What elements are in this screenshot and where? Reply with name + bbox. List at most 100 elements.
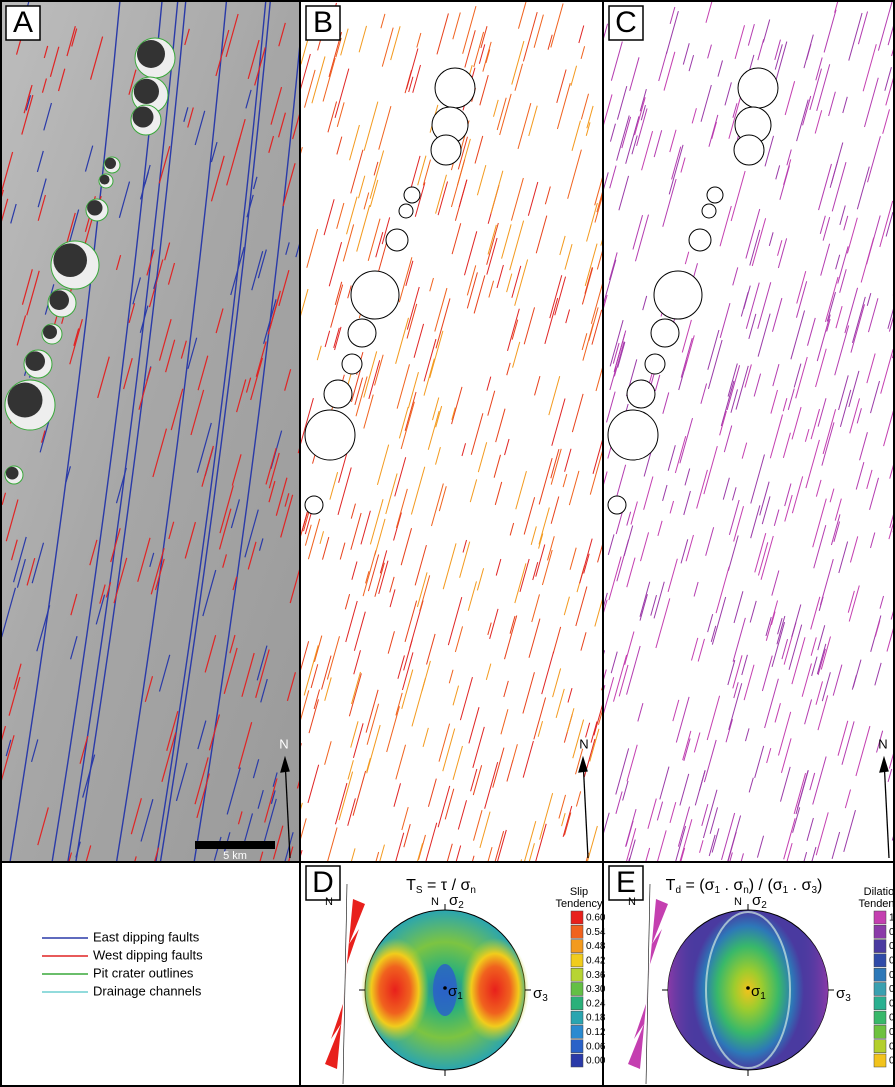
scale-label: 0.50: [889, 984, 895, 995]
crater-shadow: [8, 383, 43, 418]
fault-trace: [301, 151, 305, 165]
scale-bar-label: 5 km: [223, 850, 247, 862]
fault-trace: [411, 467, 424, 515]
fault-trace: [614, 330, 626, 372]
fault-trace: [720, 303, 730, 338]
fault-trace: [844, 216, 848, 230]
fault-trace: [811, 637, 816, 655]
fault-trace: [627, 646, 641, 695]
fault-trace: [510, 221, 524, 271]
fault-trace: [304, 296, 318, 346]
fault-trace: [545, 186, 550, 204]
fault-trace: [821, 244, 830, 276]
fault-trace: [486, 664, 491, 680]
crater-outline: [608, 410, 658, 460]
fault-trace: [407, 287, 419, 330]
fault-trace: [665, 363, 674, 394]
fault-trace: [631, 502, 637, 525]
fault-trace: [627, 558, 635, 588]
fault-trace: [379, 106, 391, 150]
fault-trace: [633, 215, 643, 249]
fault-trace: [396, 318, 409, 364]
fault-trace: [359, 26, 366, 52]
scale-swatch: [874, 997, 886, 1010]
sigma-index: 2: [761, 900, 767, 911]
formula-part: . σ: [720, 877, 743, 894]
fault-trace: [647, 643, 656, 674]
fault-trace: [488, 391, 495, 416]
fault-trace: [351, 672, 360, 704]
formula: TS = τ / σn: [406, 877, 476, 895]
fault-trace: [370, 499, 383, 544]
fault-trace: [504, 681, 509, 697]
crater-outline: [702, 204, 716, 218]
fault-trace: [353, 482, 363, 516]
fault-trace: [818, 625, 825, 650]
fault-trace: [813, 499, 827, 548]
scale-swatch: [571, 954, 583, 967]
fault-trace: [548, 35, 552, 50]
fault-trace: [708, 340, 722, 389]
crater-outline: [651, 319, 679, 347]
fault-trace: [839, 541, 848, 573]
fault-trace: [619, 176, 629, 210]
fault-trace: [581, 46, 585, 59]
fault-trace: [881, 349, 893, 393]
fault-trace: [478, 442, 486, 472]
fault-trace: [427, 634, 436, 665]
fault-trace: [686, 535, 693, 561]
fault-trace: [797, 271, 806, 303]
fault-trace: [364, 193, 369, 210]
panel-label: A: [13, 6, 33, 39]
scale-swatch: [571, 925, 583, 938]
scale-label: 0.20: [889, 1027, 895, 1038]
fault-trace: [593, 274, 603, 310]
fault-trace: [397, 364, 409, 408]
fault-trace: [401, 528, 411, 565]
fault-trace: [765, 136, 774, 166]
formula-part: = (σ: [681, 877, 715, 894]
fault-trace: [460, 677, 472, 720]
panel-label: B: [313, 6, 333, 39]
fault-trace: [505, 616, 517, 660]
fault-trace: [579, 25, 584, 43]
fault-trace: [568, 150, 582, 199]
fault-trace: [735, 25, 744, 59]
fault-trace: [300, 806, 313, 853]
fault-trace: [322, 597, 331, 628]
fault-trace: [548, 536, 555, 560]
fault-trace: [609, 252, 617, 280]
fault-trace: [329, 242, 341, 286]
fault-trace: [490, 831, 504, 880]
fault-trace: [465, 30, 475, 67]
fault-trace: [312, 598, 321, 632]
fault-trace: [364, 395, 373, 429]
fault-trace: [339, 799, 346, 825]
fault-trace: [496, 409, 505, 442]
fault-trace: [513, 342, 520, 368]
fault-trace: [843, 97, 848, 113]
fault-trace: [412, 678, 425, 726]
fault-trace: [681, 158, 685, 173]
fault-trace: [850, 398, 860, 433]
fault-trace: [816, 349, 827, 387]
fault-trace: [648, 861, 659, 900]
fault-trace: [452, 223, 461, 254]
fault-trace: [443, 543, 456, 589]
fault-trace: [324, 199, 334, 235]
fault-trace: [748, 24, 754, 45]
fault-trace: [676, 697, 689, 743]
panel-label: C: [615, 6, 637, 39]
fault-trace: [567, 708, 574, 732]
fault-trace: [436, 298, 450, 348]
fault-trace: [822, 672, 830, 701]
crater-outline: [738, 68, 778, 108]
fault-trace: [309, 699, 318, 733]
fault-trace: [665, 417, 669, 433]
fault-trace: [827, 292, 835, 321]
fault-trace: [758, 542, 767, 575]
crater-outline: [627, 380, 655, 408]
scale-swatch: [874, 911, 886, 924]
fault-trace: [610, 367, 616, 390]
fault-trace: [348, 876, 354, 899]
